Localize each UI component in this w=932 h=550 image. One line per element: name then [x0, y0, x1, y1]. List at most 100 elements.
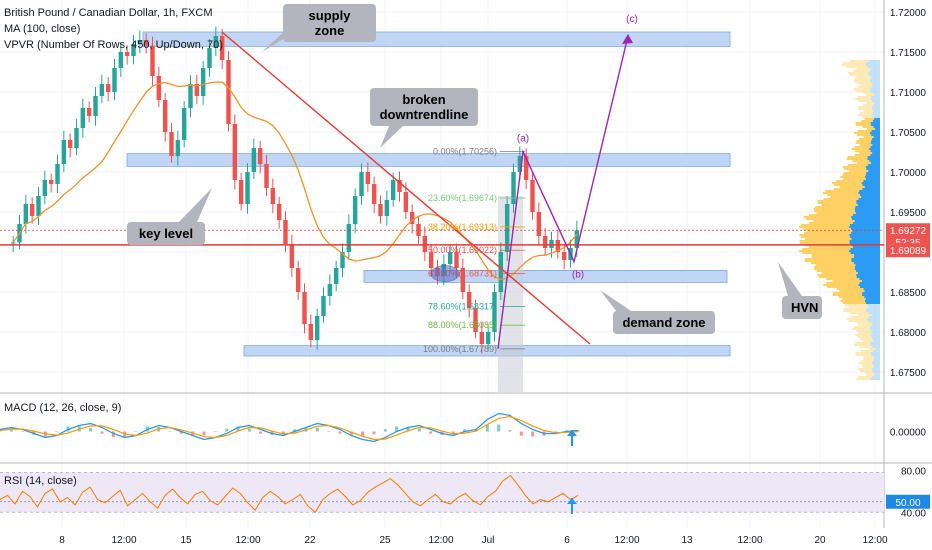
vp-row-up: [858, 108, 872, 110]
vp-row-up: [816, 212, 856, 214]
candle-body: [80, 108, 86, 128]
vp-row-down: [869, 328, 880, 330]
vp-row-up: [856, 76, 872, 78]
vp-row-down: [857, 272, 880, 274]
vp-row-up: [847, 164, 868, 166]
vp-row-down: [851, 228, 880, 230]
vp-row-up: [858, 100, 872, 102]
vp-row-down: [870, 326, 880, 328]
legend-vpvr[interactable]: VPVR (Number Of Rows, 450, Up/Down, 70): [4, 39, 223, 51]
macd-hist-bar: [349, 431, 353, 436]
vp-row-down: [870, 80, 880, 82]
vp-row-down: [854, 254, 880, 256]
vp-row-down: [854, 266, 880, 268]
vp-row-down: [871, 354, 880, 356]
vp-row-up: [800, 224, 850, 226]
vp-row-down: [873, 358, 880, 360]
macd-axis-label: 0.00000: [890, 428, 927, 439]
signal-line: [0, 415, 579, 441]
vp-row-up: [821, 272, 858, 274]
vp-row-up: [817, 200, 857, 202]
vp-row-down: [858, 192, 880, 194]
vp-row-up: [860, 112, 873, 114]
vp-row-down: [869, 160, 880, 162]
vp-row-down: [866, 308, 880, 310]
vp-row-down: [870, 122, 880, 124]
legend-ma[interactable]: MA (100, close): [4, 23, 81, 35]
vp-row-up: [836, 180, 864, 182]
vp-row-down: [851, 238, 880, 240]
vp-row-down: [855, 212, 880, 214]
macd-hist-bar: [247, 428, 251, 432]
vp-row-down: [868, 312, 880, 314]
fib-label: 88.00%(1.68085): [428, 320, 497, 330]
macd-hist-bar: [372, 431, 376, 435]
macd-hist-bar: [111, 431, 115, 438]
price-tag: [886, 243, 930, 258]
legend-macd[interactable]: MACD (12, 26, close, 9): [4, 402, 122, 414]
vp-row-down: [871, 68, 880, 70]
vp-row-up: [865, 94, 875, 96]
vp-row-down: [869, 70, 880, 72]
candle-body: [36, 196, 41, 216]
vp-row-up: [814, 266, 855, 268]
vp-row-down: [873, 92, 880, 94]
vp-row-down: [849, 250, 880, 252]
fibonacci-retracement: 0.00%(1.70256) 23.60%(1.69674) 38.20%(1.69…: [423, 147, 525, 354]
vp-row-up: [811, 256, 855, 258]
vp-row-down: [869, 148, 880, 150]
vp-row-up: [859, 144, 873, 146]
legend-symbol[interactable]: British Pound / Canadian Dollar, 1h, FXC…: [4, 7, 213, 19]
candle-body: [232, 124, 238, 180]
vp-row-down: [870, 146, 880, 148]
vp-row-up: [861, 364, 874, 366]
price-tick-label: 1.70000: [890, 168, 927, 179]
zone-4: [243, 345, 731, 357]
candle-body: [352, 196, 358, 224]
candle-body: [536, 212, 542, 236]
vp-row-up: [808, 246, 853, 248]
macd-hist-bar: [315, 427, 319, 432]
vp-row-up: [858, 314, 872, 316]
wave-label: (c): [626, 14, 638, 25]
candle-body: [409, 212, 415, 224]
vp-row-up: [802, 248, 851, 250]
moving-average: [12, 81, 578, 281]
candle-body: [561, 252, 567, 260]
legend-rsi[interactable]: RSI (14, close): [4, 475, 77, 487]
candle-body: [238, 180, 244, 204]
vp-row-up: [833, 292, 863, 294]
candle-body: [143, 40, 149, 46]
time-tick-label: 15: [180, 535, 192, 546]
candle-body: [200, 68, 206, 96]
vp-row-down: [868, 320, 880, 322]
vp-row-up: [846, 318, 868, 320]
vp-row-down: [868, 306, 880, 308]
vp-row-down: [854, 208, 880, 210]
vp-row-down: [871, 96, 880, 98]
macd-hist-bar: [508, 430, 512, 432]
candle-body: [112, 68, 117, 92]
vp-row-up: [854, 80, 871, 82]
vp-row-up: [861, 120, 873, 122]
vp-row-up: [808, 214, 853, 216]
vp-row-up: [823, 192, 859, 194]
macd-hist-bar: [474, 429, 478, 432]
vp-row-up: [853, 132, 871, 134]
vp-row-down: [874, 374, 880, 376]
vp-row-up: [832, 280, 862, 282]
vp-row-down: [855, 206, 880, 208]
price-tick-label: 1.72000: [890, 8, 927, 19]
vp-row-up: [858, 362, 872, 364]
vp-row-down: [860, 194, 880, 196]
candle-body: [397, 180, 402, 192]
time-tick-label: 12:00: [862, 535, 887, 546]
vp-row-down: [873, 104, 880, 106]
candle-body: [517, 156, 523, 172]
vp-row-down: [865, 62, 880, 64]
vp-row-down: [865, 298, 880, 300]
vp-row-up: [817, 274, 857, 276]
candle-body: [105, 84, 111, 92]
